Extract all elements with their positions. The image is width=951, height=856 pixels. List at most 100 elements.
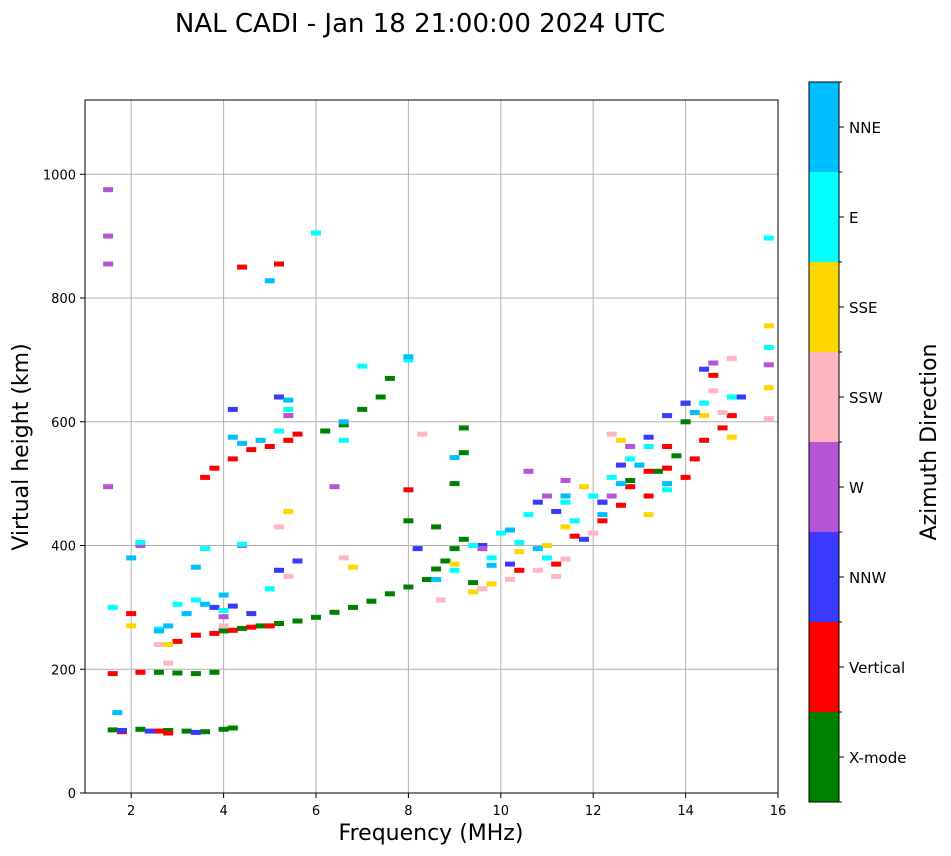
- data-point: [264, 444, 275, 449]
- colorbar-label-x-mode: X-mode: [849, 749, 906, 767]
- data-point: [505, 577, 515, 582]
- data-point: [237, 541, 248, 547]
- data-point: [523, 468, 534, 474]
- data-point: [615, 502, 626, 508]
- data-point: [514, 567, 525, 573]
- x-tick-label: 4: [219, 804, 227, 819]
- data-point: [477, 586, 488, 592]
- data-point: [699, 437, 710, 443]
- colorbar-segment: [809, 172, 839, 262]
- x-tick-label: 6: [312, 804, 320, 819]
- y-tick-label: 0: [68, 787, 76, 802]
- data-point: [708, 388, 719, 394]
- colorbar-segment: [809, 262, 839, 352]
- data-point: [495, 530, 506, 536]
- data-point: [264, 623, 275, 629]
- data-point: [190, 564, 201, 570]
- data-point: [708, 360, 719, 366]
- colorbar-segment: [809, 712, 839, 802]
- data-point: [274, 261, 284, 267]
- data-point: [652, 468, 663, 474]
- data-point: [643, 434, 654, 440]
- data-point: [403, 518, 414, 524]
- data-point: [477, 543, 488, 548]
- data-point: [468, 589, 479, 595]
- data-point: [218, 726, 229, 732]
- data-point: [726, 394, 737, 400]
- x-tick-label: 8: [404, 804, 412, 819]
- data-point: [172, 638, 183, 644]
- data-point: [264, 278, 275, 284]
- x-axis-label: Frequency (MHz): [339, 821, 524, 846]
- data-point: [209, 604, 220, 610]
- data-point: [615, 437, 626, 443]
- data-point: [514, 539, 525, 545]
- data-point: [449, 546, 460, 552]
- data-point: [634, 462, 645, 468]
- data-point: [542, 543, 552, 548]
- colorbar-label-w: W: [849, 479, 864, 497]
- y-tick-label: 600: [51, 416, 76, 431]
- data-point: [505, 527, 515, 533]
- colorbar-label-nne: NNE: [849, 119, 881, 137]
- data-point: [662, 444, 673, 449]
- series-vertical: [107, 261, 737, 736]
- data-point: [163, 623, 174, 629]
- data-point: [643, 468, 654, 474]
- y-axis-label: Virtual height (km): [9, 343, 34, 550]
- data-point: [551, 573, 562, 579]
- series-x-mode: [107, 375, 691, 735]
- data-point: [227, 627, 238, 633]
- data-point: [440, 558, 451, 564]
- data-point: [403, 357, 414, 363]
- data-point: [227, 456, 238, 462]
- data-point: [486, 581, 497, 587]
- data-point: [107, 671, 118, 677]
- data-point: [126, 611, 137, 617]
- data-point: [135, 669, 146, 675]
- data-point: [532, 499, 543, 505]
- data-point: [283, 406, 294, 412]
- data-point: [200, 729, 211, 735]
- data-point: [431, 577, 442, 582]
- data-point: [662, 481, 673, 487]
- data-point: [126, 555, 137, 561]
- data-point: [292, 558, 303, 564]
- data-point: [588, 530, 599, 536]
- data-point: [209, 669, 220, 675]
- data-point: [662, 465, 673, 471]
- data-point: [662, 487, 673, 493]
- data-point: [112, 710, 123, 716]
- colorbar-segment: [809, 82, 839, 172]
- data-point: [172, 601, 183, 607]
- data-point: [726, 434, 737, 440]
- data-point: [103, 261, 114, 267]
- data-point: [680, 474, 691, 480]
- colorbar-label-vertical: Vertical: [849, 659, 905, 677]
- data-point: [606, 493, 617, 499]
- data-point: [218, 592, 229, 598]
- data-point: [329, 609, 340, 615]
- data-point: [117, 728, 127, 733]
- data-point: [468, 580, 479, 586]
- data-point: [532, 567, 543, 573]
- data-point: [551, 561, 562, 567]
- data-point: [107, 727, 118, 733]
- data-point: [190, 729, 201, 735]
- data-point: [569, 518, 580, 524]
- x-tick-label: 2: [127, 804, 135, 819]
- data-point: [763, 345, 774, 350]
- colorbar-label-sse: SSE: [849, 299, 878, 317]
- data-point: [227, 725, 238, 731]
- data-point: [449, 455, 460, 461]
- data-point: [726, 356, 737, 362]
- series-sse: [126, 323, 774, 647]
- data-point: [172, 670, 183, 676]
- data-point: [606, 431, 617, 437]
- data-point: [153, 728, 164, 734]
- data-point: [218, 628, 229, 634]
- data-point: [264, 586, 275, 592]
- y-tick-label: 200: [51, 663, 76, 678]
- series-w: [103, 187, 774, 620]
